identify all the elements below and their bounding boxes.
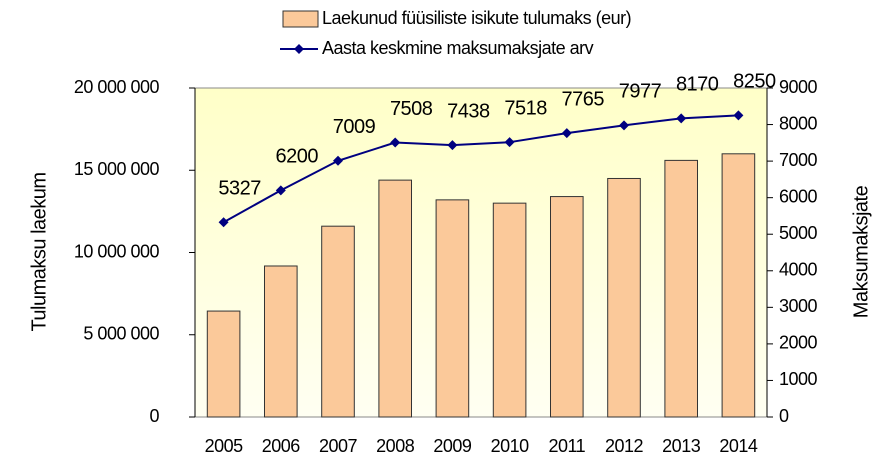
y-tick-label: 5 000 000 bbox=[83, 324, 159, 344]
y-tick-label: 10 000 000 bbox=[74, 241, 160, 261]
y-tick-label: 0 bbox=[149, 406, 159, 426]
data-label: 5327 bbox=[218, 178, 261, 200]
marker bbox=[676, 113, 687, 124]
data-label: 8170 bbox=[676, 74, 719, 96]
y2-tick-label: 4000 bbox=[779, 260, 818, 280]
marker bbox=[333, 155, 343, 166]
y2-tick-label: 6000 bbox=[779, 186, 818, 206]
marker bbox=[447, 140, 458, 151]
data-label: 7009 bbox=[333, 116, 376, 138]
marker bbox=[275, 185, 286, 196]
marker bbox=[733, 110, 744, 121]
marker bbox=[619, 120, 629, 131]
x-tick-label: 2013 bbox=[662, 436, 701, 456]
y-tick-label: 15 000 000 bbox=[74, 159, 160, 179]
y2-tick-label: 8000 bbox=[779, 113, 818, 133]
data-label: 7508 bbox=[390, 98, 433, 120]
y2-tick-label: 7000 bbox=[779, 150, 818, 170]
y2-tick-label: 9000 bbox=[779, 77, 818, 97]
marker bbox=[561, 128, 572, 139]
data-label: 7977 bbox=[619, 81, 662, 103]
data-label: 7765 bbox=[562, 88, 605, 110]
bar bbox=[549, 196, 584, 418]
bar bbox=[492, 202, 527, 418]
y2-tick-label: 5000 bbox=[779, 223, 818, 243]
bar bbox=[263, 265, 298, 418]
y2-tick-label: 0 bbox=[779, 406, 789, 426]
bar bbox=[607, 177, 641, 418]
y-tick-label: 20 000 000 bbox=[74, 77, 160, 97]
x-tick-label: 2009 bbox=[433, 436, 472, 456]
bar bbox=[664, 159, 699, 418]
x-tick-label: 2011 bbox=[548, 436, 585, 456]
data-label: 6200 bbox=[276, 146, 319, 168]
bar bbox=[435, 199, 470, 418]
bar bbox=[721, 153, 756, 418]
bar bbox=[321, 225, 355, 418]
x-tick-label: 2006 bbox=[262, 436, 301, 456]
x-tick-label: 2005 bbox=[205, 436, 244, 456]
data-label: 7518 bbox=[504, 97, 547, 119]
data-label: 8250 bbox=[733, 71, 776, 93]
legend-marker bbox=[294, 44, 304, 54]
marker bbox=[218, 217, 229, 228]
x-tick-label: 2008 bbox=[376, 436, 415, 456]
x-tick-label: 2010 bbox=[491, 436, 530, 456]
marker bbox=[504, 137, 515, 148]
y2-tick-label: 3000 bbox=[779, 296, 818, 316]
y2-tick-label: 2000 bbox=[779, 333, 818, 353]
y2-tick-label: 1000 bbox=[779, 369, 818, 389]
marker bbox=[390, 137, 401, 148]
legend-label: Aasta keskmine maksumaksjate arv bbox=[322, 38, 594, 58]
y-axis-title: Tulumaksu laekum bbox=[28, 172, 50, 331]
y2-axis-title: Maksumaksjate bbox=[850, 185, 872, 318]
data-label: 7438 bbox=[447, 100, 490, 122]
x-tick-label: 2007 bbox=[319, 436, 358, 456]
line bbox=[223, 114, 739, 224]
legend-label: Laekunud füüsiliste isikute tulumaks (eu… bbox=[322, 8, 631, 28]
bar bbox=[378, 179, 413, 418]
x-tick-label: 2014 bbox=[719, 436, 758, 456]
legend-swatch bbox=[282, 10, 319, 28]
x-tick-label: 2012 bbox=[605, 436, 644, 456]
bar bbox=[206, 310, 241, 418]
